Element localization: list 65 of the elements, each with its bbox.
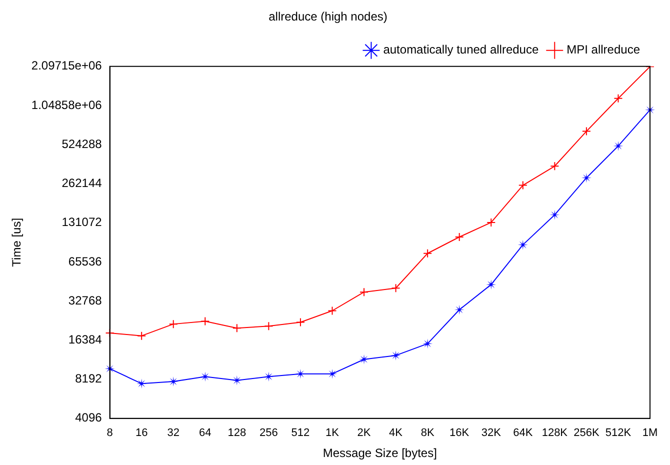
x-tick-label: 8 (106, 427, 113, 440)
point (264, 372, 274, 382)
point (296, 318, 305, 327)
point (486, 218, 496, 227)
point (328, 306, 337, 316)
y-tick-label: 32768 (68, 293, 102, 308)
point (232, 375, 242, 386)
x-tick-label: 32 (167, 427, 180, 440)
point (422, 338, 433, 349)
point (454, 304, 464, 315)
y-tick-label: 16384 (68, 332, 102, 346)
x-tick-label: 4K (389, 427, 404, 440)
point (582, 126, 591, 136)
point (454, 232, 464, 242)
x-tick-label: 512K (605, 427, 632, 440)
y-tick-label: 131072 (62, 215, 102, 230)
point (391, 284, 400, 293)
x-tick-label: 64 (199, 427, 212, 440)
x-tick-label: 256K (574, 427, 600, 440)
point (359, 354, 370, 364)
legend-label: automatically tuned allreduce (383, 42, 539, 57)
point (264, 322, 274, 331)
point (168, 320, 178, 329)
point (390, 350, 401, 360)
x-tick-label: 32K (481, 427, 502, 440)
x-tick-label: 512 (291, 427, 310, 440)
point (232, 324, 242, 333)
point (137, 331, 146, 340)
point (200, 316, 210, 326)
point (613, 140, 624, 151)
y-tick-label: 8192 (75, 372, 102, 386)
y-tick-label: 4096 (75, 410, 102, 425)
y-tick-label: 262144 (62, 176, 102, 190)
y-tick-label: 2.09715e+06 (31, 58, 102, 73)
point (360, 288, 369, 297)
point (327, 368, 338, 379)
x-tick-label: 128 (228, 427, 246, 440)
point (550, 162, 560, 171)
point (200, 372, 210, 382)
x-tick-label: 16 (135, 427, 148, 440)
point (518, 180, 528, 190)
point (550, 210, 560, 220)
y-axis-title: Time [us] (10, 218, 24, 267)
point (295, 368, 306, 379)
y-tick-label: 524288 (62, 136, 102, 151)
x-tick-label: 2K (357, 427, 372, 440)
point (423, 248, 432, 258)
point (486, 280, 496, 290)
point (581, 172, 592, 183)
chart-title: allreduce (high nodes) (268, 10, 388, 24)
legend-label: MPI allreduce (566, 42, 640, 57)
x-tick-label: 256 (260, 427, 278, 440)
x-tick-label: 64K (513, 427, 534, 440)
x-tick-label: 128K (542, 427, 568, 440)
point (168, 376, 178, 387)
point (136, 378, 147, 389)
x-tick-label: 8K (420, 427, 435, 440)
point (614, 94, 623, 103)
x-tick-label: 16K (450, 427, 470, 440)
point (518, 240, 528, 250)
x-tick-label: 1K (326, 427, 340, 440)
x-axis-title: Message Size [bytes] (322, 446, 437, 460)
x-tick-label: 1M (642, 427, 658, 440)
y-tick-label: 1.04858e+06 (31, 98, 102, 112)
y-tick-label: 65536 (68, 254, 102, 268)
